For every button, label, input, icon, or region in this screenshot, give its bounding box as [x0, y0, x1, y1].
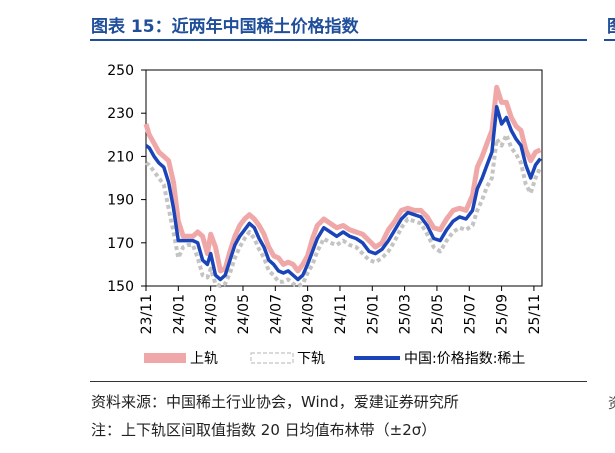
y-tick-label: 170 — [107, 236, 134, 252]
lower-band-line — [144, 132, 543, 288]
x-tick-label: 24/05 — [236, 294, 252, 334]
chart-svg: 150 170 190 210 230 250 23/11 24/01 24/03 24/05 24… — [107, 63, 543, 367]
title-rule — [90, 39, 587, 41]
x-tick-label: 25/03 — [398, 294, 414, 334]
x-tick-label: 24/01 — [171, 294, 187, 334]
legend-label-index: 中国:价格指数:稀土 — [404, 351, 525, 367]
legend-label-lower: 下轨 — [297, 351, 325, 367]
index-line — [145, 104, 542, 282]
x-tick-label: 25/11 — [527, 294, 543, 334]
x-tick-label: 23/11 — [139, 294, 155, 334]
legend-swatch-upper — [144, 353, 186, 363]
x-tick-label: 24/03 — [204, 294, 220, 334]
plot-frame — [145, 69, 543, 287]
chart-title: 图表 15：近两年中国稀土价格指数 — [91, 17, 359, 37]
x-tick-label: 25/09 — [495, 294, 511, 334]
x-tick-label: 25/01 — [365, 294, 381, 334]
y-tick-label: 190 — [107, 193, 134, 209]
adjacent-title-fragment: 图 — [607, 12, 615, 37]
source-divider — [90, 381, 587, 382]
adjacent-title-rule — [604, 39, 615, 41]
y-tick-label: 250 — [107, 63, 134, 79]
y-tick-label: 210 — [107, 149, 134, 165]
legend-swatch-lower — [250, 352, 294, 364]
adjacent-source-fragment: 资 — [608, 393, 615, 413]
x-tick-label: 24/11 — [333, 294, 349, 334]
legend-label-upper: 上轨 — [190, 351, 218, 367]
upper-band-line — [143, 84, 542, 274]
x-tick-label: 25/05 — [430, 294, 446, 334]
x-tick-label: 24/09 — [301, 294, 317, 334]
source-note: 资料来源：中国稀土行业协会，Wind，爱建证券研究所 — [91, 393, 459, 411]
y-tick-label: 150 — [107, 279, 134, 295]
footnote: 注：上下轨区间取值指数 20 日均值布林带（±2σ） — [91, 421, 437, 439]
x-tick-label: 25/07 — [462, 294, 478, 334]
y-tick-label: 230 — [107, 106, 134, 122]
x-tick-label: 24/07 — [268, 294, 284, 334]
